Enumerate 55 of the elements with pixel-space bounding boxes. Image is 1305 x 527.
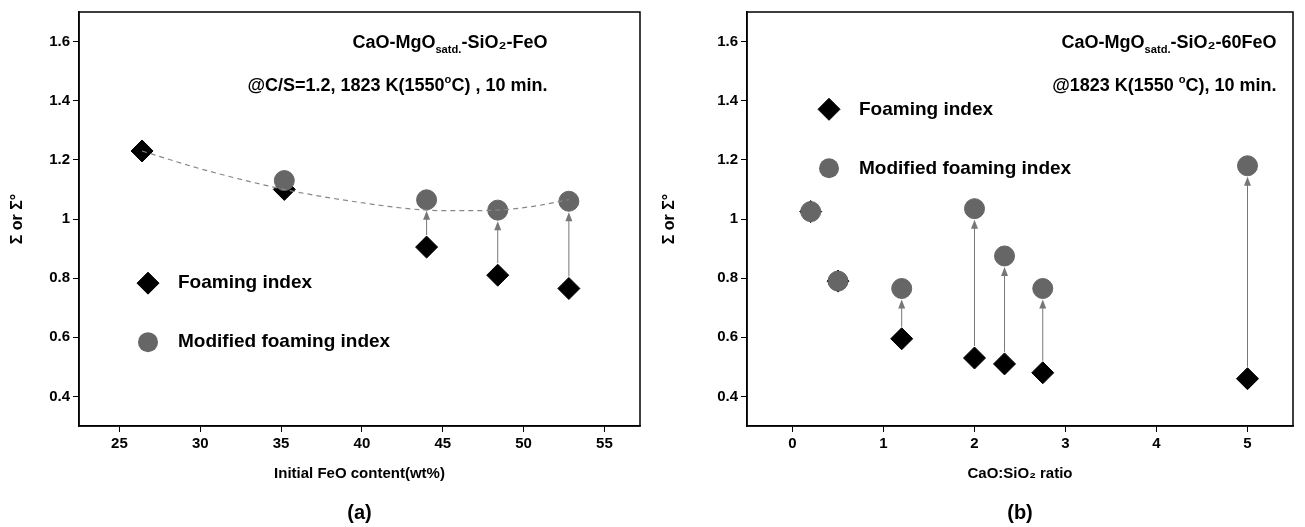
- y-tick-label: 0.6: [717, 327, 738, 345]
- y-tick-label: 1: [61, 209, 70, 227]
- text: (a): [347, 501, 372, 523]
- y-tick-label: 1.2: [717, 150, 738, 167]
- point: [993, 352, 1017, 376]
- x-axis-title: CaO:SiO₂ ratio: [967, 464, 1073, 482]
- point: [487, 199, 509, 221]
- x-tick-label: 1: [879, 434, 888, 452]
- x-tick-label: 40: [353, 434, 371, 452]
- y-tick-label: 1.6: [49, 31, 70, 49]
- legend-label: Foaming index: [859, 97, 994, 119]
- y-tick-label: 0.8: [49, 268, 70, 286]
- y-tick-label: 1.2: [49, 150, 70, 167]
- point: [964, 198, 985, 220]
- y-tick-label: 0.4: [49, 386, 71, 404]
- x-tick-label: 2: [970, 434, 979, 452]
- y-axis-title: Σ or Σ°: [660, 193, 678, 245]
- point: [415, 235, 439, 259]
- point: [273, 170, 295, 192]
- legend-label: Foaming index: [178, 271, 313, 293]
- point: [1031, 361, 1055, 385]
- y-tick-label: 1.4: [49, 90, 71, 108]
- y-tick-label: 1: [729, 209, 738, 227]
- x-tick-label: 30: [191, 434, 209, 452]
- point: [557, 276, 581, 300]
- point: [416, 189, 438, 211]
- y-tick-label: 1.6: [717, 31, 738, 49]
- x-tick-label: 5: [1243, 434, 1252, 452]
- point: [1237, 155, 1258, 177]
- point: [130, 139, 154, 163]
- point: [994, 245, 1016, 267]
- legend-label: Modified foaming index: [859, 156, 1072, 178]
- x-tick-label: 55: [596, 434, 613, 452]
- point: [890, 327, 914, 351]
- x-tick-label: 3: [1061, 434, 1070, 452]
- point: [963, 346, 986, 370]
- text: (b): [1007, 501, 1033, 523]
- x-tick-label: 50: [515, 434, 532, 452]
- x-tick-label: 45: [434, 434, 452, 452]
- y-tick-label: 0.6: [49, 327, 70, 345]
- point: [486, 263, 510, 287]
- point: [1236, 367, 1259, 391]
- legend-label: Modified foaming index: [178, 330, 391, 352]
- y-axis-title: Σ or Σ°: [8, 193, 26, 245]
- point: [558, 190, 580, 212]
- point: [1032, 277, 1054, 299]
- x-tick-label: 4: [1152, 434, 1162, 452]
- x-tick-label: 25: [111, 434, 128, 452]
- point: [891, 277, 913, 299]
- y-tick-label: 1.4: [717, 90, 739, 108]
- y-tick-label: 0.4: [717, 386, 739, 404]
- x-axis-title: Initial FeO content(wt%): [274, 464, 445, 482]
- y-tick-label: 0.8: [717, 268, 738, 286]
- x-tick-label: 0: [788, 434, 797, 452]
- x-tick-label: 35: [272, 434, 290, 452]
